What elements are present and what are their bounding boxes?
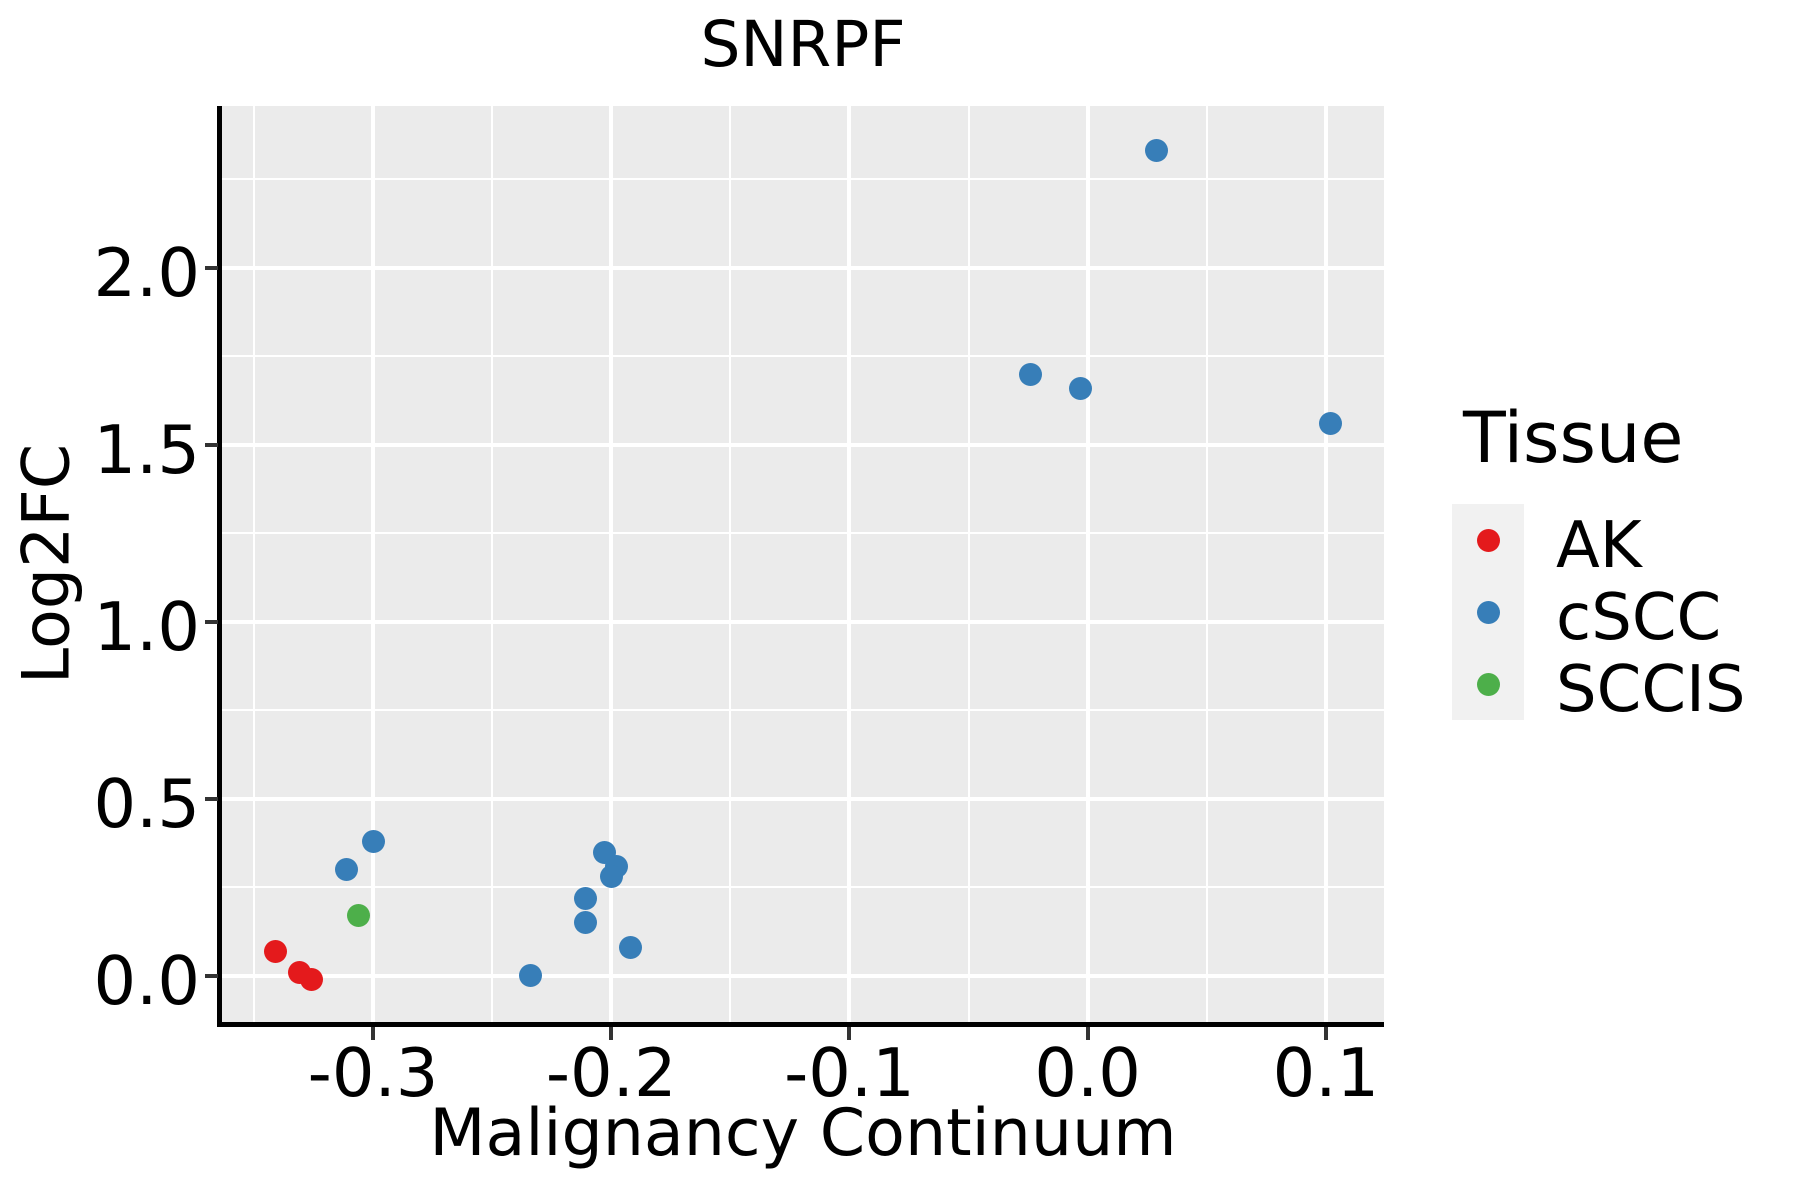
major-gridline-h — [222, 265, 1384, 270]
minor-gridline-h — [222, 355, 1384, 358]
major-gridline-v — [609, 106, 614, 1022]
minor-gridline-h — [222, 709, 1384, 712]
major-gridline-h — [222, 973, 1384, 978]
major-gridline-h — [222, 442, 1384, 447]
data-point-cscc — [618, 936, 642, 960]
x-tick-label: 0.1 — [1272, 1034, 1380, 1112]
legend-title: Tissue — [1463, 397, 1684, 479]
x-tick — [1085, 1027, 1090, 1040]
x-tick — [609, 1027, 614, 1040]
plot-title: SNRPF — [700, 8, 906, 81]
minor-gridline-v — [729, 106, 732, 1022]
x-tick — [1323, 1027, 1328, 1040]
major-gridline-h — [222, 796, 1384, 801]
y-tick-label: 0.0 — [93, 941, 200, 1020]
minor-gridline-h — [222, 886, 1384, 889]
y-tick-label: 2.0 — [93, 233, 200, 312]
data-point-cscc — [1145, 139, 1169, 163]
x-tick — [371, 1027, 376, 1040]
minor-gridline-h — [222, 178, 1384, 181]
data-point-cscc — [361, 829, 385, 853]
x-tick — [847, 1027, 852, 1040]
minor-gridline-v — [252, 106, 255, 1022]
x-axis-title: Malignancy Continuum — [429, 1096, 1177, 1171]
y-tick — [205, 619, 218, 624]
minor-gridline-v — [967, 106, 970, 1022]
y-axis-line — [217, 106, 222, 1022]
data-point-cscc — [518, 964, 542, 988]
major-gridline-v — [371, 106, 376, 1022]
data-point-cscc — [1069, 376, 1093, 400]
y-tick — [205, 973, 218, 978]
legend-label-sccis: SCCIS — [1556, 653, 1746, 727]
plot-panel — [222, 106, 1384, 1022]
x-tick-label: -0.2 — [545, 1034, 677, 1112]
major-gridline-v — [1323, 106, 1328, 1022]
x-tick-label: -0.3 — [307, 1034, 439, 1112]
data-point-cscc — [599, 865, 623, 889]
x-tick-label: 0.0 — [1034, 1034, 1141, 1112]
y-tick — [205, 442, 218, 447]
legend-label-cscc: cSCC — [1556, 581, 1722, 655]
legend-swatch-ak — [1476, 528, 1500, 552]
data-point-cscc — [335, 858, 359, 882]
data-point-cscc — [573, 886, 597, 910]
y-tick-label: 1.0 — [93, 587, 200, 666]
x-tick-label: -0.1 — [784, 1034, 915, 1112]
y-tick — [205, 265, 218, 270]
data-point-sccis — [347, 904, 371, 928]
major-gridline-v — [847, 106, 852, 1022]
y-tick — [205, 796, 218, 801]
minor-gridline-h — [222, 532, 1384, 535]
major-gridline-h — [222, 619, 1384, 624]
x-axis-line — [217, 1022, 1384, 1027]
minor-gridline-v — [491, 106, 494, 1022]
y-tick-label: 0.5 — [93, 764, 200, 843]
data-point-ak — [299, 968, 323, 991]
legend-swatch-sccis — [1476, 672, 1500, 696]
data-point-ak — [263, 939, 287, 963]
legend-label-ak: AK — [1556, 509, 1642, 583]
major-gridline-v — [1085, 106, 1090, 1022]
y-tick-label: 1.5 — [93, 410, 200, 489]
data-point-cscc — [573, 911, 597, 935]
minor-gridline-v — [1205, 106, 1208, 1022]
legend-swatch-cscc — [1476, 600, 1500, 624]
data-point-cscc — [1018, 362, 1042, 386]
data-point-cscc — [1319, 412, 1343, 436]
